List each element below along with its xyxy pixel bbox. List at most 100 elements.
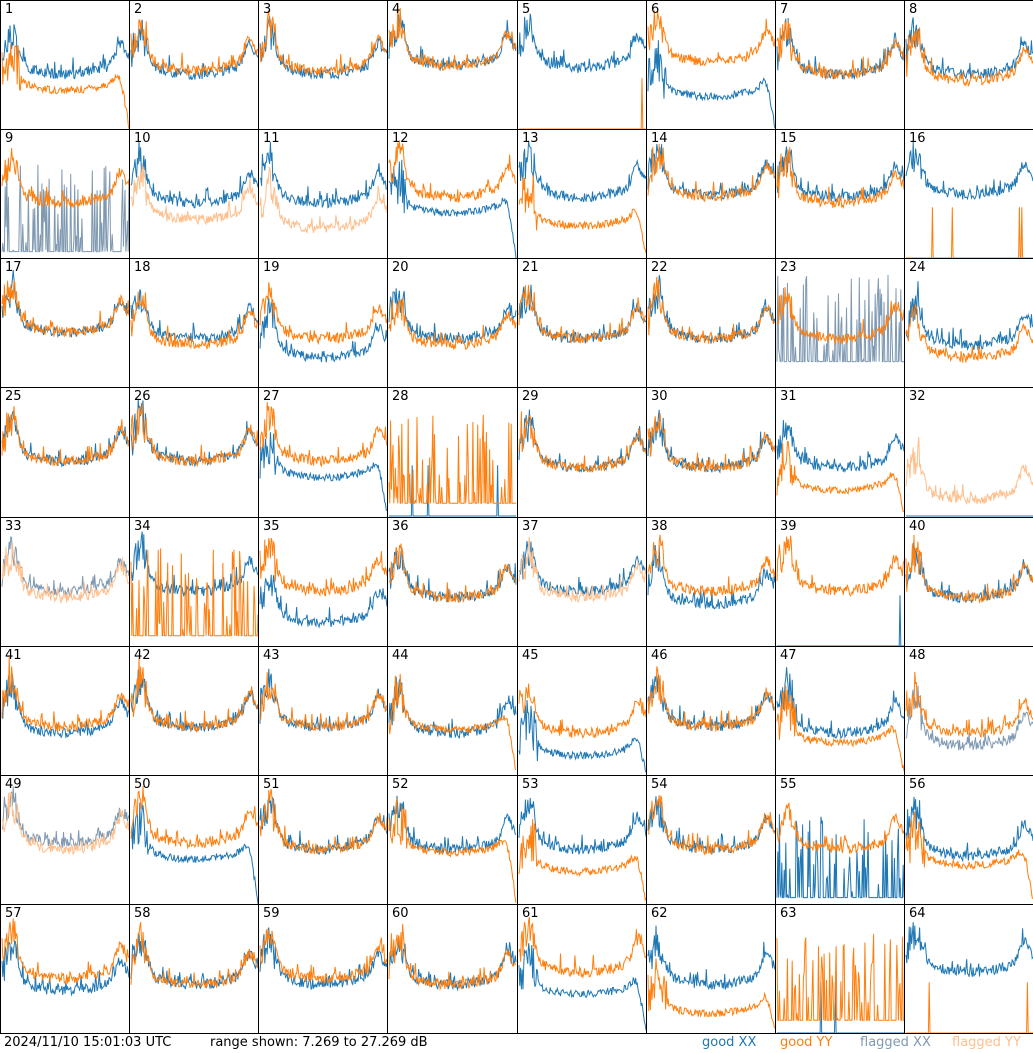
series-xx-line <box>776 667 904 739</box>
antenna-panel-54: 54 <box>646 775 776 905</box>
antenna-panel-11: 11 <box>258 129 388 259</box>
panel-plot <box>518 284 646 344</box>
timestamp: 2024/11/10 15:01:03 UTC <box>4 1035 172 1050</box>
series-xx-line <box>905 141 1033 201</box>
series-yy-line <box>388 414 516 504</box>
series-xx-line <box>130 19 258 81</box>
panel-label: 33 <box>5 519 22 534</box>
legend-flagged-yy: flagged YY <box>952 1035 1021 1050</box>
series-xx-line <box>1 939 129 997</box>
panel-label: 12 <box>392 131 409 146</box>
series-yy-line <box>518 683 646 739</box>
panel-label: 51 <box>263 777 280 792</box>
antenna-panel-58: 58 <box>129 904 259 1034</box>
antenna-panel-40: 40 <box>904 517 1033 647</box>
panel-plot <box>905 141 1033 258</box>
series-xx-line <box>647 40 775 129</box>
series-yy-line <box>388 543 517 603</box>
panel-plot <box>1 270 129 339</box>
panel-plot <box>776 420 904 513</box>
panel-label: 26 <box>134 389 151 404</box>
series-xx-line <box>130 531 258 598</box>
panel-plot <box>259 282 387 363</box>
antenna-panel-29: 29 <box>517 387 647 518</box>
panel-plot <box>647 274 775 344</box>
antenna-panel-62: 62 <box>646 904 776 1034</box>
panel-label: 37 <box>522 519 539 534</box>
panel-label: 17 <box>5 260 22 275</box>
antenna-panel-43: 43 <box>258 646 388 776</box>
series-yy-line <box>647 666 775 732</box>
panel-label: 10 <box>134 131 151 146</box>
panel-label: 14 <box>651 131 668 146</box>
series-xx-line <box>777 595 904 646</box>
panel-label: 41 <box>5 648 22 663</box>
antenna-panel-52: 52 <box>387 775 518 905</box>
series-xx-line <box>647 674 775 732</box>
panel-plot <box>776 146 904 210</box>
panel-plot <box>259 788 387 855</box>
panel-label: 25 <box>5 389 22 404</box>
antenna-panel-39: 39 <box>775 517 905 647</box>
panel-label: 24 <box>909 260 926 275</box>
legend-flagged-xx: flagged XX <box>860 1035 931 1050</box>
antenna-panel-64: 64 <box>904 904 1033 1034</box>
series-yy-line <box>518 411 646 473</box>
series-yy-line <box>776 535 904 597</box>
series-yy-line <box>1 657 129 733</box>
series-xx-line <box>518 284 646 344</box>
panel-label: 64 <box>909 906 926 921</box>
antenna-panel-33: 33 <box>0 517 130 647</box>
panel-label: 16 <box>909 131 926 146</box>
series-xx-line <box>259 574 387 629</box>
panel-label: 22 <box>651 260 668 275</box>
panel-label: 20 <box>392 260 409 275</box>
series-yy-line <box>130 19 258 76</box>
panel-label: 50 <box>134 777 151 792</box>
panel-label: 58 <box>134 906 151 921</box>
series-xx-line <box>1 164 129 254</box>
series-xx-line <box>518 409 646 473</box>
series-xx-line <box>1 535 129 598</box>
panel-plot <box>388 795 517 903</box>
antenna-panel-53: 53 <box>517 775 647 905</box>
series-yy-line <box>1 148 129 209</box>
panel-label: 46 <box>651 648 668 663</box>
panel-label: 63 <box>780 906 797 921</box>
panel-plot <box>388 3 517 72</box>
antenna-panel-59: 59 <box>258 904 388 1034</box>
panel-label: 11 <box>263 131 280 146</box>
series-xx-line <box>647 925 775 991</box>
panel-label: 49 <box>5 777 22 792</box>
series-yy-line <box>259 167 387 235</box>
series-xx-line <box>647 544 775 610</box>
series-yy-line <box>647 10 775 67</box>
panel-label: 3 <box>263 2 272 17</box>
series-xx-line <box>1 786 129 849</box>
panel-plot <box>647 666 775 732</box>
antenna-panel-32: 32 <box>904 387 1033 518</box>
antenna-panel-63: 63 <box>775 904 905 1034</box>
antenna-panel-8: 8 <box>904 0 1033 130</box>
series-yy-line <box>519 78 646 129</box>
panel-plot <box>388 923 517 992</box>
antenna-panel-51: 51 <box>258 775 388 905</box>
panel-plot <box>388 414 516 517</box>
antenna-panel-1: 1 <box>0 0 130 130</box>
series-xx-line <box>130 669 258 733</box>
panel-label: 56 <box>909 777 926 792</box>
panel-plot <box>776 18 904 81</box>
series-yy-line <box>259 672 387 732</box>
antenna-panel-20: 20 <box>387 258 518 388</box>
antenna-panel-41: 41 <box>0 646 130 776</box>
panel-plot <box>776 274 904 363</box>
panel-label: 34 <box>134 519 151 534</box>
series-yy-line <box>518 917 646 979</box>
panel-plot <box>776 667 904 772</box>
series-xx-line <box>518 699 646 773</box>
antenna-panel-16: 16 <box>904 129 1033 259</box>
panel-plot <box>1 786 129 856</box>
antenna-panel-27: 27 <box>258 387 388 518</box>
antenna-panel-9: 9 <box>0 129 130 259</box>
series-yy-line <box>647 143 775 203</box>
